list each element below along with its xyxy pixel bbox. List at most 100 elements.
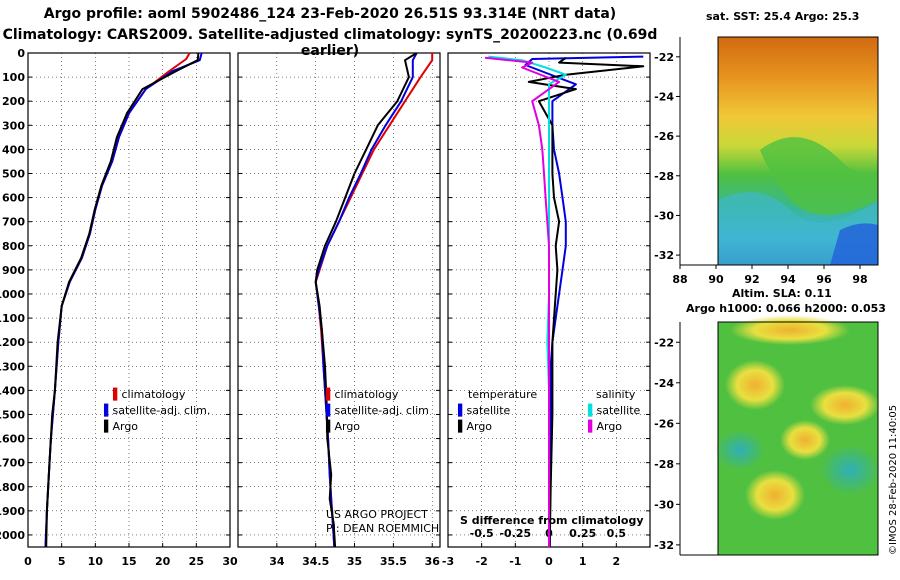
s-diff-tick-label: -0.25 [499,527,531,540]
figure-title-line2: Climatology: CARS2009. Satellite-adjuste… [2,27,658,59]
sst-map [717,36,879,266]
legend-diff-s-argo: ▌Argo [588,420,623,433]
credit-line2: PI: DEAN ROEMMICH [326,522,440,535]
s-diff-tick-label: 0.5 [607,527,627,540]
depth-tick-label: 0 [17,47,25,60]
panel-2: -3 -2 -1 0 1 2-0.5 -0.25 0 0.25 0.5 [442,52,651,568]
series-t-satellite [524,55,644,548]
depth-tick-label: 500 [2,167,25,180]
legend-diff-sal-head: salinity [596,388,636,401]
depth-tick-label: 1600 [0,433,25,446]
x-tick-label: -2 [476,555,488,568]
legend-diff-s-sat: ▌satellite [588,404,641,417]
x-tick-label: 34.5 [302,555,329,568]
sla-map-y-tick-label: -30 [654,498,674,511]
diff-top-axis-label: S difference from climatology [460,514,644,527]
depth-tick-label: 300 [2,119,25,132]
legend-sal-argo: ▌Argo [326,420,361,433]
legend-diff-temp-head: temperature [468,388,538,401]
panel-frame [27,52,231,548]
series-climatology [44,52,191,548]
x-tick-label: 0 [545,555,553,568]
legend-sal-sat: ▌satellite-adj. clim [326,404,429,417]
depth-tick-label: 1200 [0,336,25,349]
sst-map-x-tick-label: 96 [816,273,832,286]
credit-line1: US ARGO PROJECT [326,508,428,521]
sst-map-blue-patch [830,223,878,265]
x-tick-label: -3 [442,555,454,568]
s-diff-tick-label: -0.5 [470,527,494,540]
depth-tick-label: 800 [2,240,25,253]
depth-tick-label: 1300 [0,360,25,373]
x-tick-label: 10 [88,555,104,568]
series-t-argo [527,56,645,548]
sla-map [715,315,880,556]
depth-tick-label: 1700 [0,457,25,470]
sla-map-title-line1: Altim. SLA: 0.11 [732,287,832,300]
depth-tick-label: 1500 [0,408,25,421]
sst-map-y-tick-label: -26 [654,130,674,143]
depth-tick-label: 1900 [0,505,25,518]
depth-tick-label: 1100 [0,312,25,325]
panel-frame [237,52,441,548]
legend-diff-t-sat: ▌satellite [458,404,511,417]
x-tick-label: 2 [613,555,621,568]
depth-tick-label: 2000 [0,529,25,542]
x-tick-label: 34 [269,555,285,568]
x-tick-label: 30 [222,555,238,568]
sst-map-y-tick-label: -30 [654,209,674,222]
sst-map-y-tick-label: -24 [654,90,674,103]
figure-title-line1: Argo profile: aoml 5902486_124 23-Feb-20… [43,6,617,22]
depth-tick-label: 900 [2,264,25,277]
sst-map-title: sat. SST: 25.4 Argo: 25.3 [706,10,860,23]
series-argo [45,52,200,548]
x-tick-label: -1 [509,555,521,568]
depth-tick-label: 1800 [0,481,25,494]
x-tick-label: 15 [121,555,136,568]
legend-sal-clim: ▌climatology [326,388,399,401]
sst-map-green-patch [760,137,878,215]
s-diff-tick-label: 0.25 [569,527,596,540]
sst-map-x-tick-label: 94 [780,273,796,286]
sla-map-y-tick-label: -26 [654,417,674,430]
sst-map-y-tick-label: -28 [654,170,674,183]
depth-tick-label: 700 [2,216,25,229]
series-satellite-adj-clim- [44,52,203,548]
depth-tick-label: 600 [2,192,25,205]
x-tick-label: 35.5 [380,555,407,568]
depth-tick-label: 1400 [0,384,25,397]
x-tick-label: 20 [155,555,171,568]
sla-map-y-tick-label: -24 [654,377,674,390]
x-tick-label: 35 [347,555,362,568]
series-climatology [314,53,434,548]
series-argo [314,52,418,548]
x-tick-label: 1 [579,555,587,568]
depth-tick-label: 400 [2,143,25,156]
depth-tick-label: 1000 [0,288,25,301]
depth-tick-label: 200 [2,95,25,108]
sla-map-title-line2: Argo h1000: 0.066 h2000: 0.053 [686,302,886,315]
series-s-argo [484,56,561,547]
legend-temp-argo: ▌Argo [104,420,139,433]
x-tick-label: 36 [425,555,441,568]
sst-map-x-tick-label: 88 [672,273,687,286]
panel-0: 0100200300400500600700800900100011001200… [0,47,238,568]
sst-map-y-tick-label: -32 [654,249,674,262]
sla-map-y-tick-label: -32 [654,539,674,552]
panel-1: 34 34.5 35 35.5 36 [237,52,441,568]
sst-map-x-tick-label: 90 [708,273,724,286]
imos-stamp: ©IMOS 28-Feb-2020 11:40:05 [888,404,899,555]
sla-map-y-tick-label: -22 [654,336,674,349]
x-tick-label: 25 [189,555,204,568]
sla-map-y-tick-label: -28 [654,458,674,471]
sst-map-x-tick-label: 92 [744,273,759,286]
legend-temp-clim: ▌climatology [113,388,186,401]
depth-tick-label: 100 [2,71,25,84]
legend-diff-t-argo: ▌Argo [458,420,493,433]
legend-temp-sat: ▌satellite-adj. clim. [104,404,211,417]
x-tick-label: 0 [24,555,32,568]
sst-map-y-tick-label: -22 [654,51,674,64]
x-tick-label: 5 [58,555,66,568]
sst-map-x-tick-label: 98 [852,273,867,286]
